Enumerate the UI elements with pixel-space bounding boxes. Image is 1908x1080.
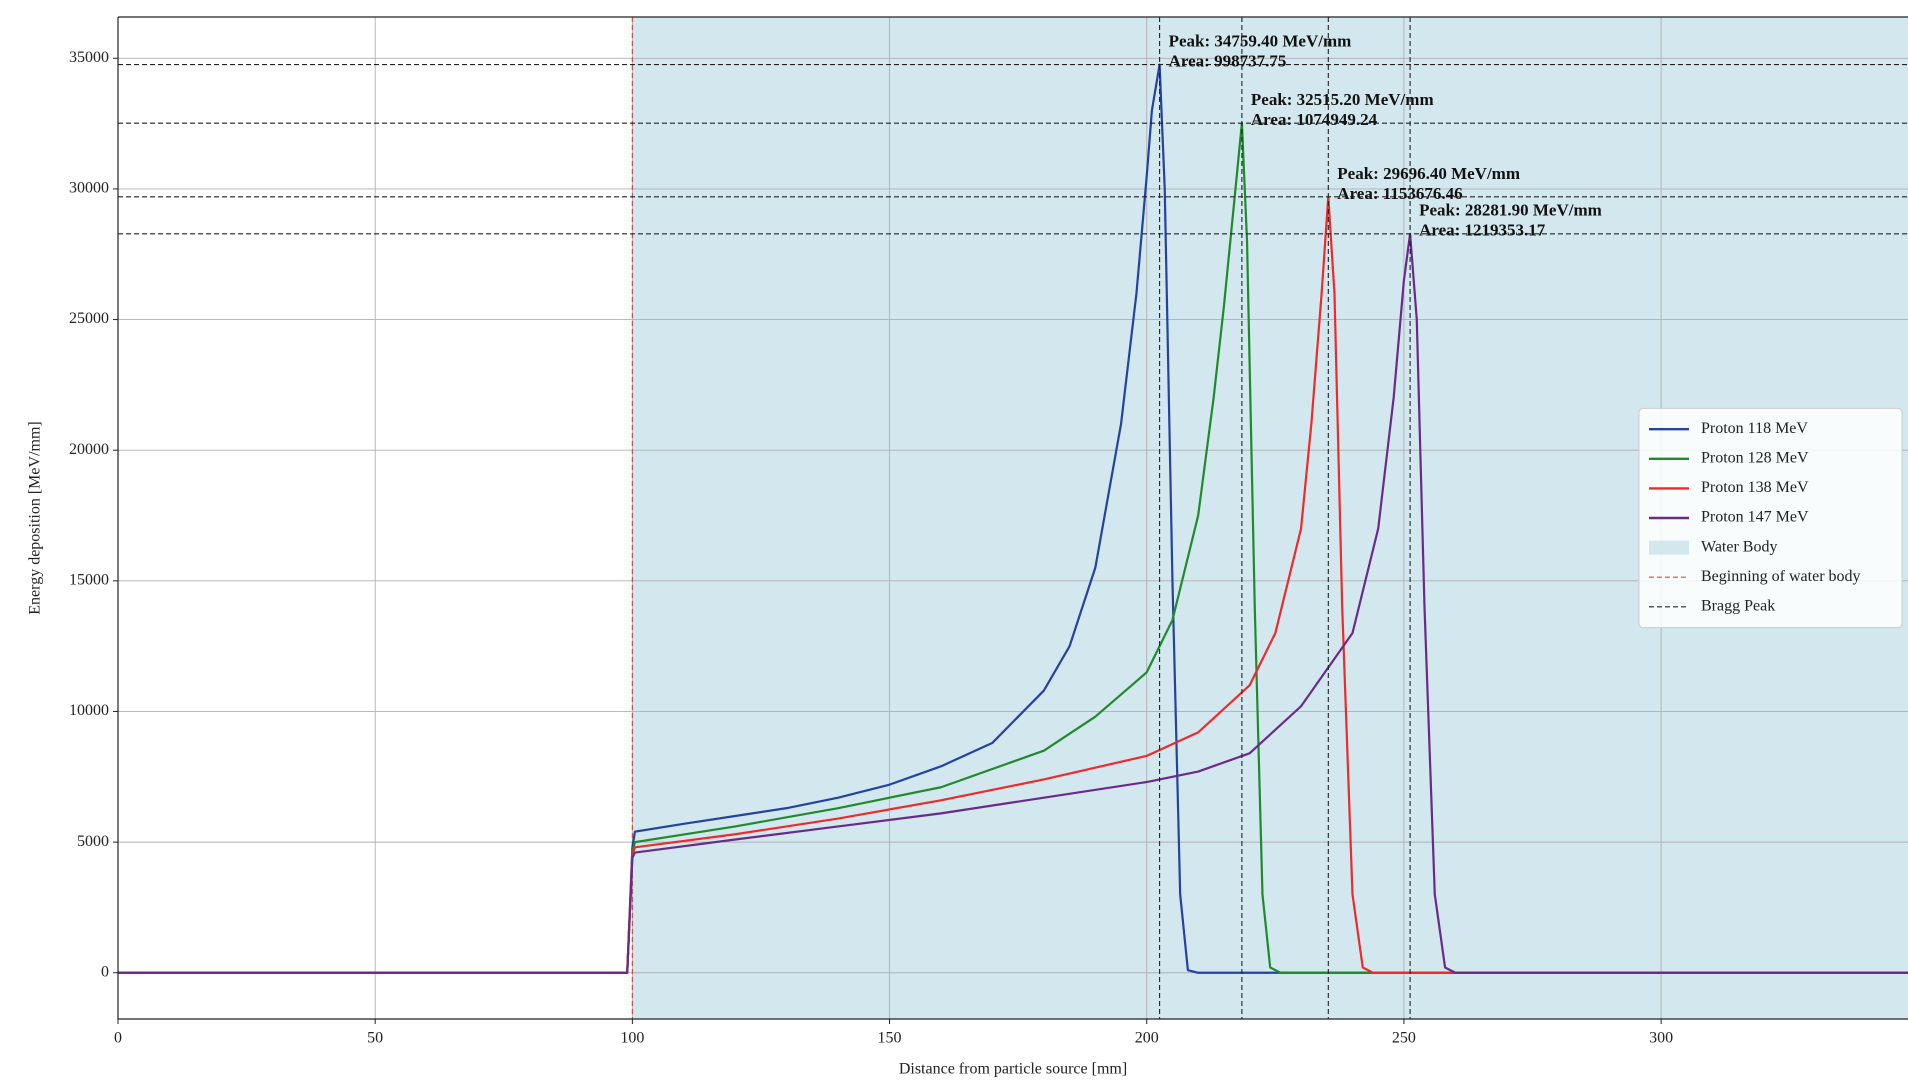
y-tick-label: 0 xyxy=(101,963,109,980)
y-tick-label: 20000 xyxy=(69,441,109,458)
legend-label: Bragg Peak xyxy=(1701,597,1775,614)
peak-annotation: Peak: 29696.40 MeV/mm xyxy=(1337,164,1520,183)
peak-annotation: Area: 998737.75 xyxy=(1169,51,1287,70)
legend-swatch xyxy=(1649,540,1689,555)
legend-label: Proton 128 MeV xyxy=(1701,449,1809,466)
x-tick-label: 250 xyxy=(1392,1030,1416,1047)
legend-label: Beginning of water body xyxy=(1701,568,1861,585)
peak-annotation: Area: 1219353.17 xyxy=(1419,221,1546,240)
legend-label: Proton 118 MeV xyxy=(1701,420,1808,437)
x-tick-label: 100 xyxy=(620,1030,644,1047)
x-tick-label: 50 xyxy=(367,1030,383,1047)
x-tick-label: 200 xyxy=(1135,1030,1159,1047)
y-tick-label: 30000 xyxy=(69,180,109,197)
y-tick-label: 5000 xyxy=(77,833,109,850)
series-line xyxy=(118,122,1908,974)
series-line xyxy=(118,195,1908,974)
series-line xyxy=(118,232,1908,974)
x-tick-label: 0 xyxy=(114,1030,122,1047)
y-axis-label: Energy deposition [MeV/mm] xyxy=(27,421,44,614)
peak-annotation: Peak: 32515.20 MeV/mm xyxy=(1251,90,1434,109)
x-axis-label: Distance from particle source [mm] xyxy=(899,1061,1127,1078)
legend-label: Proton 147 MeV xyxy=(1701,509,1809,526)
x-tick-label: 300 xyxy=(1649,1030,1673,1047)
y-tick-label: 10000 xyxy=(69,702,109,719)
y-tick-label: 35000 xyxy=(69,49,109,66)
legend-label: Water Body xyxy=(1701,538,1777,555)
x-tick-label: 150 xyxy=(878,1030,902,1047)
legend-box xyxy=(1638,407,1903,629)
series-line xyxy=(118,63,1908,974)
legend-label: Proton 138 MeV xyxy=(1701,479,1809,496)
peak-annotation: Peak: 28281.90 MeV/mm xyxy=(1419,201,1602,220)
peak-annotation: Area: 1153676.46 xyxy=(1337,184,1462,203)
peak-annotation: Area: 1074949.24 xyxy=(1251,110,1378,129)
y-tick-label: 15000 xyxy=(69,572,109,589)
y-tick-label: 25000 xyxy=(69,310,109,327)
peak-annotation: Peak: 34759.40 MeV/mm xyxy=(1169,31,1352,50)
